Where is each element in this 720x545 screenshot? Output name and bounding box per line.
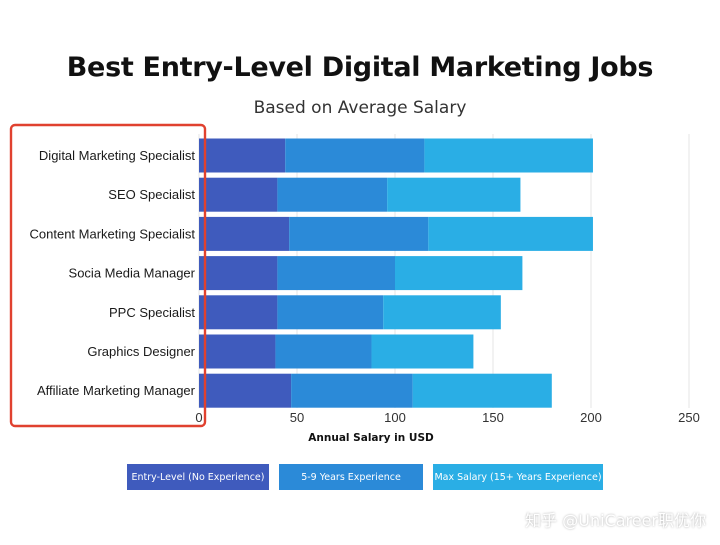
category-highlight-box (9, 123, 207, 428)
x-tick-label: 0 (195, 410, 202, 425)
bar-segment-3-row-7 (412, 373, 552, 408)
bar-segment-2-row-7 (291, 373, 413, 408)
x-tick-label: 150 (482, 410, 504, 425)
category-label: PPC Specialist (109, 305, 195, 320)
bar-segment-2-row-4 (277, 256, 395, 291)
x-tick-label: 100 (384, 410, 406, 425)
bar-segment-1-row-2 (199, 177, 278, 212)
category-label: Digital Marketing Specialist (39, 148, 195, 163)
bar-segment-2-row-5 (277, 295, 384, 330)
bar-segment-2-row-2 (277, 177, 388, 212)
category-label: Socia Media Manager (69, 266, 196, 281)
bar-segment-1-row-6 (199, 334, 276, 369)
bar-segment-3-row-1 (424, 138, 593, 173)
bar-series (199, 138, 593, 408)
bar-segment-1-row-1 (199, 138, 286, 173)
legend-item-2: 5-9 Years Experience (279, 464, 423, 490)
bar-segment-3-row-6 (371, 334, 474, 369)
x-tick-label: 250 (678, 410, 700, 425)
bar-segment-2-row-1 (285, 138, 425, 173)
chart-subtitle: Based on Average Salary (253, 98, 467, 118)
bar-segment-3-row-4 (395, 256, 523, 291)
legend-item-3: Max Salary (15+ Years Experience) (433, 464, 603, 490)
category-labels: Digital Marketing Specialist SEO Speciali… (30, 148, 196, 398)
bar-segment-3-row-3 (428, 216, 593, 251)
bar-segment-1-row-4 (199, 256, 278, 291)
category-label: Affiliate Marketing Manager (37, 383, 196, 398)
bar-segment-2-row-3 (289, 216, 429, 251)
legend-item-1: Entry-Level (No Experience) (127, 464, 269, 490)
bar-segment-1-row-3 (199, 216, 290, 251)
chart-title: Best Entry-Level Digital Marketing Jobs (66, 52, 654, 83)
bar-segment-1-row-7 (199, 373, 292, 408)
bar-segment-2-row-6 (275, 334, 372, 369)
bar-segment-1-row-5 (199, 295, 278, 330)
x-tick-labels: 0 50 100 150 200 250 (195, 410, 699, 425)
bar-segment-3-row-2 (387, 177, 521, 212)
x-axis-label: Annual Salary in USD (308, 432, 434, 444)
x-tick-label: 50 (290, 410, 304, 425)
category-label: Graphics Designer (87, 344, 195, 359)
bar-segment-3-row-5 (383, 295, 501, 330)
watermark: 知乎 @UniCareer职优你 (525, 511, 706, 530)
category-label: Content Marketing Specialist (30, 226, 196, 241)
x-tick-label: 200 (580, 410, 602, 425)
category-label: SEO Specialist (108, 187, 195, 202)
